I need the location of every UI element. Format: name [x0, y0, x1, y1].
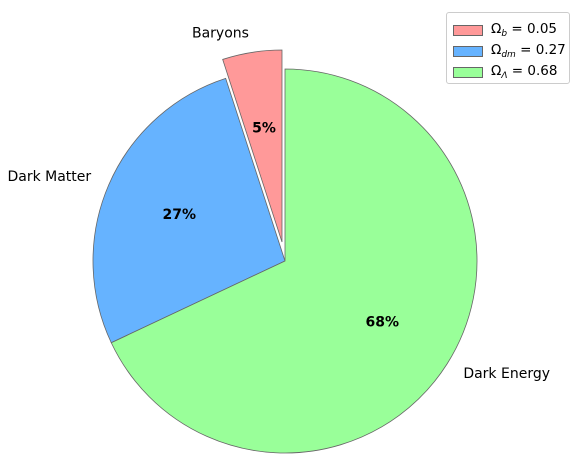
- legend-entry-dark-energy: ΩΛ = 0.68: [453, 63, 557, 81]
- chart-legend: Ωb = 0.05 Ωdm = 0.27 ΩΛ = 0.68: [446, 12, 570, 84]
- slice-label-dark-matter: Dark Matter: [7, 169, 91, 185]
- slice-label-dark-energy: Dark Energy: [463, 366, 550, 382]
- legend-label-dark-energy: ΩΛ = 0.68: [491, 63, 558, 81]
- legend-swatch-dark-energy: [453, 66, 483, 78]
- slice-label-baryons: Baryons: [192, 25, 249, 41]
- legend-label-baryons: Ωb = 0.05: [491, 21, 557, 39]
- pie-slice-dark-matter: [92, 77, 286, 344]
- pie-slice-dark-energy: [110, 68, 478, 454]
- pct-label-dark-energy: 68%: [366, 315, 400, 331]
- legend-swatch-baryons: [453, 24, 483, 36]
- legend-swatch-dark-matter: [453, 45, 483, 57]
- legend-entry-dark-matter: Ωdm = 0.27: [453, 42, 566, 60]
- legend-entry-baryons: Ωb = 0.05: [453, 21, 557, 39]
- pie-slice-baryons: [222, 49, 283, 243]
- pct-label-baryons: 5%: [252, 120, 276, 136]
- pct-label-dark-matter: 27%: [163, 207, 197, 223]
- legend-label-dark-matter: Ωdm = 0.27: [491, 42, 566, 60]
